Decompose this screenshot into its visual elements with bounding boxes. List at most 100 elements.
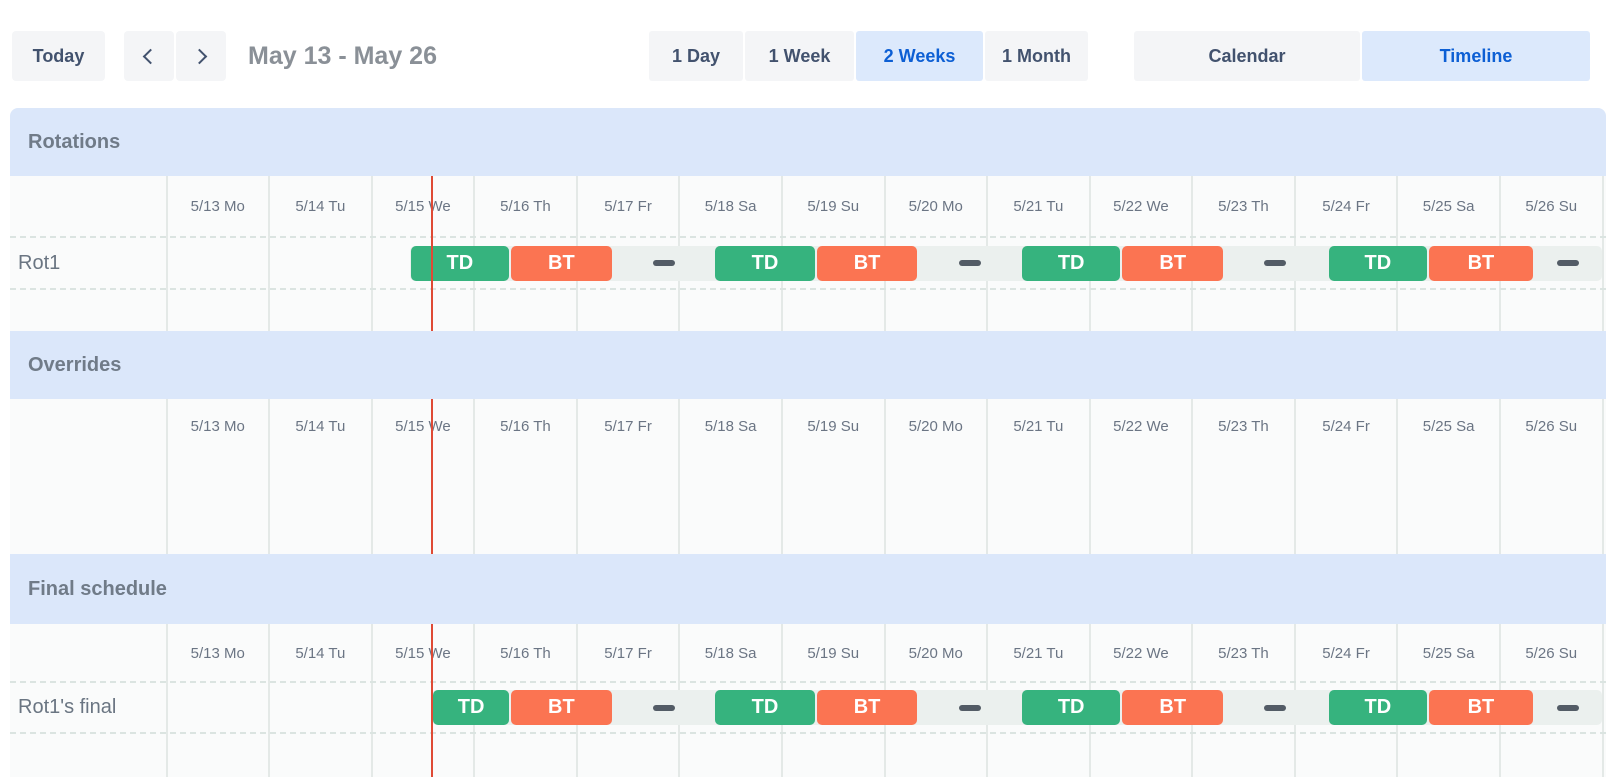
chevron-left-icon — [142, 48, 159, 64]
rotations-section-title: Rotations — [28, 131, 121, 153]
day-column-separator — [268, 176, 271, 331]
date-header-cell: 5/23 Th — [1218, 417, 1269, 435]
day-column-separator — [1293, 399, 1296, 554]
day-column-separator — [575, 399, 578, 554]
day-column-separator — [370, 176, 373, 331]
current-time-line — [430, 624, 433, 777]
date-header-cell: 5/26 Su — [1525, 644, 1578, 662]
date-header-cell: 5/25 Sa — [1422, 417, 1475, 435]
final-section-title: Final schedule — [28, 578, 167, 600]
row-label: Rot1's final — [18, 696, 117, 718]
prev-button[interactable] — [124, 31, 174, 81]
shift-badge-bt[interactable]: BT — [511, 690, 612, 725]
date-header-cell: 5/16 Th — [500, 644, 551, 662]
day-column-separator — [268, 399, 271, 554]
date-header-cell: 5/23 Th — [1218, 644, 1269, 662]
empty-shift-dash — [652, 260, 675, 266]
shift-badge-bt[interactable]: BT — [816, 690, 918, 725]
date-header-cell: 5/19 Su — [807, 644, 860, 662]
day-column-separator — [473, 399, 476, 554]
date-header-cell: 5/19 Su — [807, 198, 860, 215]
shift-badge-td[interactable]: TD — [1021, 245, 1121, 281]
chevron-right-icon — [191, 48, 208, 64]
date-header-cell: 5/21 Tu — [1013, 417, 1064, 435]
day-column-separator — [1601, 399, 1604, 554]
current-time-line — [430, 176, 433, 331]
date-header-cell: 5/25 Sa — [1422, 198, 1475, 215]
empty-shift-dash — [1556, 704, 1579, 711]
day-column-separator — [165, 176, 168, 331]
view-option-2-weeks[interactable]: 2 Weeks — [856, 31, 983, 81]
mode-option-calendar[interactable]: Calendar — [1134, 31, 1360, 81]
shift-badge-bt[interactable]: BT — [816, 245, 918, 281]
shift-badge-bt[interactable]: BT — [1122, 690, 1223, 725]
rotations-section-header: Rotations — [10, 108, 1606, 176]
date-header-cell: 5/26 Su — [1525, 198, 1578, 215]
view-option-1-month[interactable]: 1 Month — [985, 31, 1088, 81]
date-header-cell: 5/24 Fr — [1322, 644, 1370, 662]
date-header-cell: 5/14 Tu — [295, 417, 346, 435]
shift-badge-bt[interactable]: BT — [511, 245, 612, 281]
shift-badge-td[interactable]: TD — [715, 690, 815, 725]
row-separator-dashed — [10, 236, 1606, 238]
day-column-separator — [165, 399, 168, 554]
date-header-cell: 5/14 Tu — [295, 198, 346, 215]
day-column-separator — [268, 624, 271, 777]
empty-shift-dash — [958, 704, 981, 711]
date-header-cell: 5/13 Mo — [190, 644, 245, 662]
date-range-title: May 13 - May 26 — [248, 42, 437, 70]
date-header-cell: 5/20 Mo — [908, 198, 963, 215]
day-column-separator — [1601, 624, 1604, 777]
empty-shift-dash — [1264, 260, 1287, 266]
shift-badge-bt[interactable]: BT — [1429, 245, 1533, 281]
date-header-cell: 5/19 Su — [807, 417, 860, 435]
mode-option-timeline[interactable]: Timeline — [1362, 31, 1590, 81]
date-header-cell: 5/14 Tu — [295, 644, 346, 662]
day-column-separator — [165, 624, 168, 777]
date-header-cell: 5/17 Fr — [604, 417, 652, 435]
day-column-separator — [1498, 399, 1501, 554]
empty-shift-dash — [1556, 260, 1579, 266]
shift-badge-td[interactable]: TD — [410, 245, 510, 281]
shift-badge-td[interactable]: TD — [715, 245, 815, 281]
date-header-cell: 5/24 Fr — [1322, 198, 1370, 215]
shift-badge-bt[interactable]: BT — [1429, 690, 1533, 725]
shift-badge-td[interactable]: TD — [433, 690, 510, 725]
day-column-separator — [1088, 399, 1091, 554]
date-header-cell: 5/13 Mo — [190, 198, 245, 215]
date-header-cell: 5/15 We — [395, 644, 451, 662]
day-column-separator — [678, 399, 681, 554]
final-section-header: Final schedule — [10, 554, 1606, 624]
day-column-separator — [370, 624, 373, 777]
row-separator-dashed — [10, 732, 1606, 734]
shift-badge-td[interactable]: TD — [1328, 245, 1428, 281]
day-column-separator — [1396, 399, 1399, 554]
current-time-line — [430, 399, 433, 554]
day-column-separator — [1601, 176, 1604, 331]
shift-badge-td[interactable]: TD — [1328, 690, 1428, 725]
next-button[interactable] — [176, 31, 226, 81]
day-column-separator — [1191, 399, 1194, 554]
view-option-1-day[interactable]: 1 Day — [649, 31, 743, 81]
date-header-cell: 5/16 Th — [500, 417, 551, 435]
today-button[interactable]: Today — [12, 31, 105, 81]
day-column-separator — [986, 399, 989, 554]
day-column-separator — [780, 399, 783, 554]
date-header-cell: 5/22 We — [1113, 644, 1169, 662]
date-header-cell: 5/24 Fr — [1322, 417, 1370, 435]
day-column-separator — [370, 399, 373, 554]
shift-badge-td[interactable]: TD — [1021, 690, 1121, 725]
date-header-cell: 5/23 Th — [1218, 198, 1269, 215]
empty-shift-dash — [1264, 704, 1287, 711]
date-header-cell: 5/21 Tu — [1013, 198, 1064, 215]
shift-badge-bt[interactable]: BT — [1122, 245, 1223, 281]
row-separator-dashed — [10, 288, 1606, 290]
overrides-section-title: Overrides — [28, 354, 122, 376]
date-header-cell: 5/21 Tu — [1013, 644, 1064, 662]
view-option-1-week[interactable]: 1 Week — [745, 31, 854, 81]
date-header-cell: 5/17 Fr — [604, 198, 652, 215]
date-header-cell: 5/25 Sa — [1422, 644, 1475, 662]
overrides-section-header: Overrides — [10, 331, 1606, 399]
date-header-cell: 5/22 We — [1113, 417, 1169, 435]
